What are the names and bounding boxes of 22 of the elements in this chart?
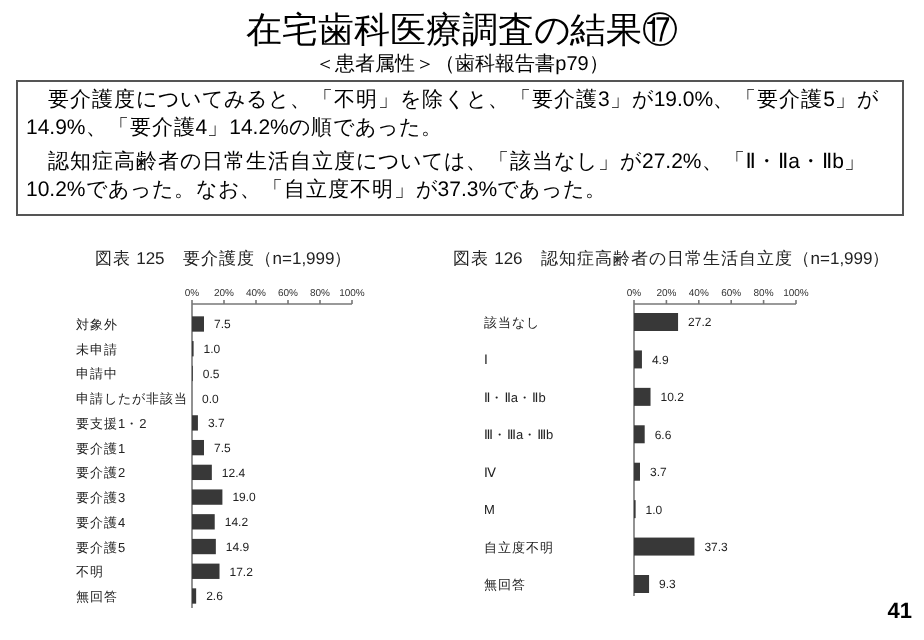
bar <box>192 489 223 505</box>
bar <box>634 387 651 406</box>
text: ＜患者属性＞（歯科報告書p79） <box>313 51 611 78</box>
bar <box>634 575 650 593</box>
text: 在宅歯科医療調査の結果⑰ <box>244 8 680 53</box>
bar <box>634 350 642 369</box>
bar <box>192 538 216 555</box>
text: 41 <box>887 600 912 624</box>
bar <box>192 316 204 332</box>
bar <box>634 537 695 556</box>
text: 要介護度についてみると、「不明」を除くと、「要介護3」が19.0%、「要介護5」が14.9%、「要介護4」14.2%の順であった。 <box>26 86 881 142</box>
chart-title: 図表 125 要介護度（n=1,999） <box>95 248 353 268</box>
bar <box>634 313 679 331</box>
chart-title: 図表 126 認知症高齢者の日常生活自立度（n=1,999） <box>453 248 891 268</box>
bar <box>192 464 212 481</box>
bar <box>634 425 645 444</box>
bar <box>192 439 204 456</box>
bar <box>192 415 198 431</box>
text: 認知症高齢者の日常生活自立度については、「該当なし」が27.2%、「Ⅱ・Ⅱa・Ⅱb」10.2%であった。なお、「自立度不明」が37.3%であった。 <box>26 148 868 204</box>
bar <box>192 514 215 530</box>
bar <box>192 563 220 579</box>
bar <box>634 462 640 481</box>
